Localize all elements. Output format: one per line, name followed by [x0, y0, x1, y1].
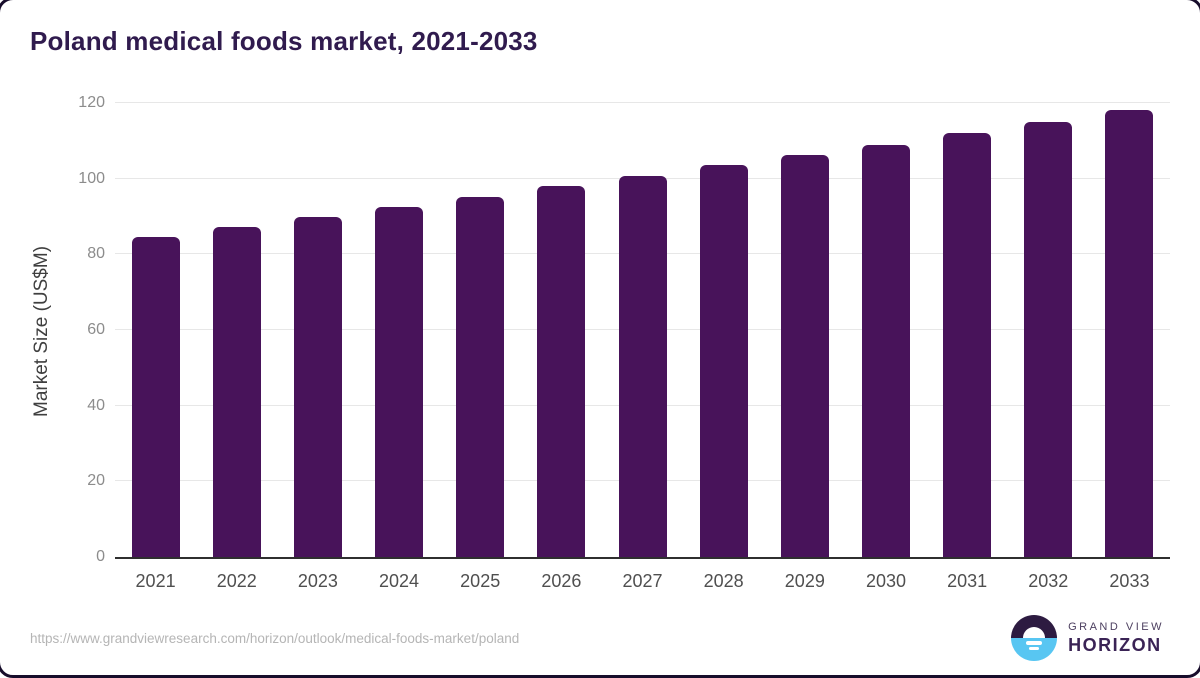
horizon-sun-icon [1011, 615, 1058, 661]
bar-cell-2029: 2029 [764, 103, 845, 591]
x-tick-label-2033: 2033 [1109, 571, 1150, 591]
y-tick-label-80: 80 [87, 245, 105, 263]
plot-area: 0 20 40 60 80 100 120 2021 2022 2023 2024 2025 2026… [78, 95, 1170, 591]
y-tick-label-120: 120 [78, 94, 105, 111]
bar-2025 [456, 196, 505, 557]
x-tick-label-2028: 2028 [703, 571, 744, 591]
bar-2023 [293, 216, 342, 557]
bar-2030 [861, 144, 910, 557]
logo-text-grand-view: GRAND VIEW [1068, 620, 1164, 633]
chart-title: Poland medical foods market, 2021-2033 [30, 26, 538, 56]
x-tick-label-2023: 2023 [297, 571, 338, 591]
bar-cell-2021: 2021 [115, 103, 196, 591]
y-tick-label-100: 100 [78, 169, 105, 187]
bar-cell-2028: 2028 [683, 103, 764, 591]
bar-cell-2025: 2025 [440, 103, 521, 591]
bar-2024 [375, 206, 424, 557]
x-tick-label-2025: 2025 [460, 571, 501, 591]
bar-2027 [618, 176, 667, 557]
bar-cell-2023: 2023 [277, 103, 358, 591]
bar-2028 [699, 165, 748, 557]
bar-2021 [131, 237, 180, 557]
y-tick-label-20: 20 [87, 472, 105, 490]
grand-view-horizon-logo: GRAND VIEW HORIZON [1011, 615, 1164, 661]
bar-cell-2022: 2022 [196, 103, 277, 591]
footer: https://www.grandviewresearch.com/horizo… [30, 613, 1164, 663]
source-url: https://www.grandviewresearch.com/horizo… [30, 630, 520, 646]
bar-cell-2031: 2031 [927, 103, 1008, 591]
logo-text-horizon: HORIZON [1068, 634, 1162, 655]
logo-text: GRAND VIEW HORIZON [1068, 621, 1164, 656]
x-tick-label-2030: 2030 [865, 571, 906, 591]
bar-2029 [780, 155, 829, 557]
x-tick-label-2027: 2027 [622, 571, 663, 591]
y-tick-label-40: 40 [87, 396, 105, 414]
bar-2026 [537, 185, 586, 557]
bar-cell-2024: 2024 [358, 103, 439, 591]
bar-2033 [1105, 109, 1154, 557]
gridline-120 [115, 102, 1170, 103]
bar-2022 [212, 227, 261, 557]
bar-cell-2033: 2033 [1089, 103, 1170, 591]
x-tick-label-2026: 2026 [541, 571, 582, 591]
x-tick-label-2021: 2021 [135, 571, 176, 591]
x-tick-label-2024: 2024 [379, 571, 420, 591]
y-tick-label-0: 0 [96, 548, 105, 565]
x-tick-label-2029: 2029 [784, 571, 825, 591]
x-tick-label-2031: 2031 [947, 571, 988, 591]
bar-cell-2030: 2030 [845, 103, 926, 591]
bar-cell-2026: 2026 [521, 103, 602, 591]
bar-2032 [1024, 122, 1073, 557]
x-tick-label-2032: 2032 [1028, 571, 1069, 591]
y-tick-label-60: 60 [87, 321, 105, 338]
bar-2031 [943, 133, 992, 557]
bar-cell-2032: 2032 [1008, 103, 1089, 591]
x-tick-label-2022: 2022 [216, 571, 257, 591]
bar-series: 2021 2022 2023 2024 2025 2026 2027 2028 2029 2030… [115, 103, 1170, 591]
bar-cell-2027: 2027 [602, 103, 683, 591]
